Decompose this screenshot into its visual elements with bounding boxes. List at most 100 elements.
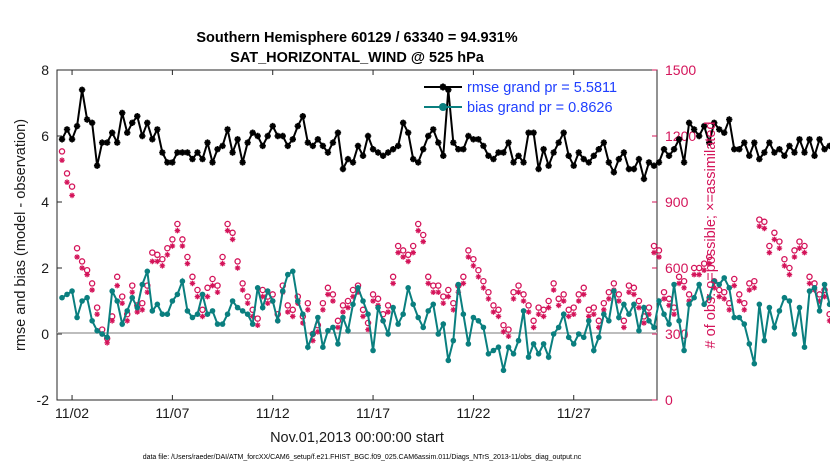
- obs-possible-point: [540, 306, 547, 314]
- rmse-point: [354, 142, 362, 150]
- obs-assimilated-point: [585, 313, 592, 320]
- obs-possible-point: [304, 299, 312, 307]
- bias-point: [470, 314, 477, 321]
- obs-assimilated-point: [64, 179, 70, 185]
- bias-point: [134, 304, 141, 311]
- obs-possible-point: [394, 242, 402, 250]
- rmse-point: [675, 136, 683, 143]
- rmse-point: [726, 116, 733, 123]
- plot-area: [56, 69, 658, 401]
- rmse-point: [776, 146, 783, 153]
- rmse-point: [816, 136, 823, 143]
- obs-possible-point: [515, 282, 522, 289]
- bias-point: [500, 367, 507, 374]
- rmse-point: [374, 149, 382, 156]
- rmse-point: [535, 165, 542, 173]
- rmse-point: [249, 129, 256, 136]
- obs-assimilated-point: [515, 289, 522, 295]
- obs-assimilated-point: [365, 326, 371, 333]
- obs-assimilated-point: [249, 313, 256, 320]
- obs-assimilated-point: [751, 285, 758, 291]
- rmse-point: [144, 119, 151, 126]
- rmse-point: [98, 139, 106, 146]
- obs-assimilated-point: [355, 289, 361, 295]
- rmse-point: [78, 86, 86, 93]
- rmse-point: [154, 126, 161, 133]
- bias-point: [249, 321, 256, 327]
- bias-point: [540, 341, 547, 347]
- rmse-point: [108, 129, 116, 136]
- rmse-point: [761, 149, 768, 156]
- obs-possible-point: [414, 220, 422, 228]
- rmse-point: [786, 142, 793, 150]
- rmse-point: [239, 159, 246, 166]
- obs-assimilated-point: [189, 280, 196, 287]
- obs-assimilated-point: [821, 293, 828, 300]
- obs-possible-point: [470, 255, 477, 263]
- rmse-point: [204, 139, 211, 146]
- obs-possible-point: [149, 249, 156, 256]
- obs-assimilated-point: [194, 293, 201, 300]
- bias-point: [124, 308, 131, 314]
- rmse-point: [124, 129, 131, 136]
- rmse-point: [460, 146, 467, 153]
- obs-possible-point: [199, 306, 206, 314]
- bias-point: [194, 311, 201, 318]
- obs-possible-point: [289, 306, 297, 314]
- obs-possible-point: [535, 304, 542, 311]
- rmse-point: [560, 129, 567, 136]
- bias-point: [234, 304, 241, 311]
- footnote: data file: /Users/raeder/DAI/ATM_forcXX/…: [143, 454, 582, 461]
- obs-possible-point: [73, 244, 81, 252]
- rmse-point: [635, 155, 643, 163]
- y-tick-label: 8: [41, 62, 49, 78]
- bias-point: [325, 327, 331, 334]
- obs-possible-point: [736, 291, 743, 298]
- bias-point: [565, 334, 572, 341]
- obs-assimilated-point: [410, 249, 416, 256]
- legend-rmse-marker: [439, 83, 447, 91]
- bias-point: [681, 347, 687, 354]
- bias-point: [826, 301, 830, 308]
- obs-assimilated-point: [149, 258, 156, 265]
- bias-point: [415, 314, 422, 321]
- rmse-point: [766, 139, 773, 146]
- obs-assimilated-point: [791, 254, 798, 260]
- bias-point: [79, 298, 85, 304]
- obs-possible-point: [58, 148, 66, 155]
- rmse-point: [440, 152, 447, 159]
- obs-assimilated-point: [560, 298, 567, 304]
- rmse-point: [615, 155, 623, 163]
- obs-assimilated-point: [214, 289, 221, 295]
- obs-possible-point: [570, 304, 577, 311]
- rmse-point: [149, 136, 156, 143]
- obs-possible-point: [801, 242, 808, 250]
- bias-point: [776, 308, 783, 314]
- obs-possible-point: [244, 293, 251, 300]
- bias-point: [204, 311, 211, 318]
- obs-possible-point: [565, 306, 572, 314]
- obs-possible-point: [229, 229, 236, 237]
- bias-point: [375, 304, 381, 311]
- bias-point: [119, 321, 126, 327]
- rmse-point: [580, 155, 587, 163]
- obs-assimilated-point: [746, 287, 753, 293]
- bias-point: [711, 278, 717, 285]
- obs-possible-point: [219, 253, 226, 261]
- rmse-point: [665, 152, 673, 159]
- bias-point: [560, 311, 567, 318]
- obs-assimilated-point: [535, 311, 542, 317]
- bias-point: [621, 301, 627, 308]
- bias-point: [756, 301, 763, 308]
- bias-point: [445, 357, 452, 364]
- obs-assimilated-point: [94, 311, 100, 317]
- chart-subtitle: SAT_HORIZONTAL_WIND @ 525 hPa: [230, 50, 485, 66]
- bias-point: [269, 298, 276, 304]
- rmse-point: [294, 122, 302, 130]
- rmse-point: [475, 136, 482, 143]
- obs-assimilated-point: [530, 324, 537, 331]
- bias-point: [781, 294, 788, 301]
- bias-point: [159, 311, 166, 318]
- rmse-point: [174, 149, 181, 156]
